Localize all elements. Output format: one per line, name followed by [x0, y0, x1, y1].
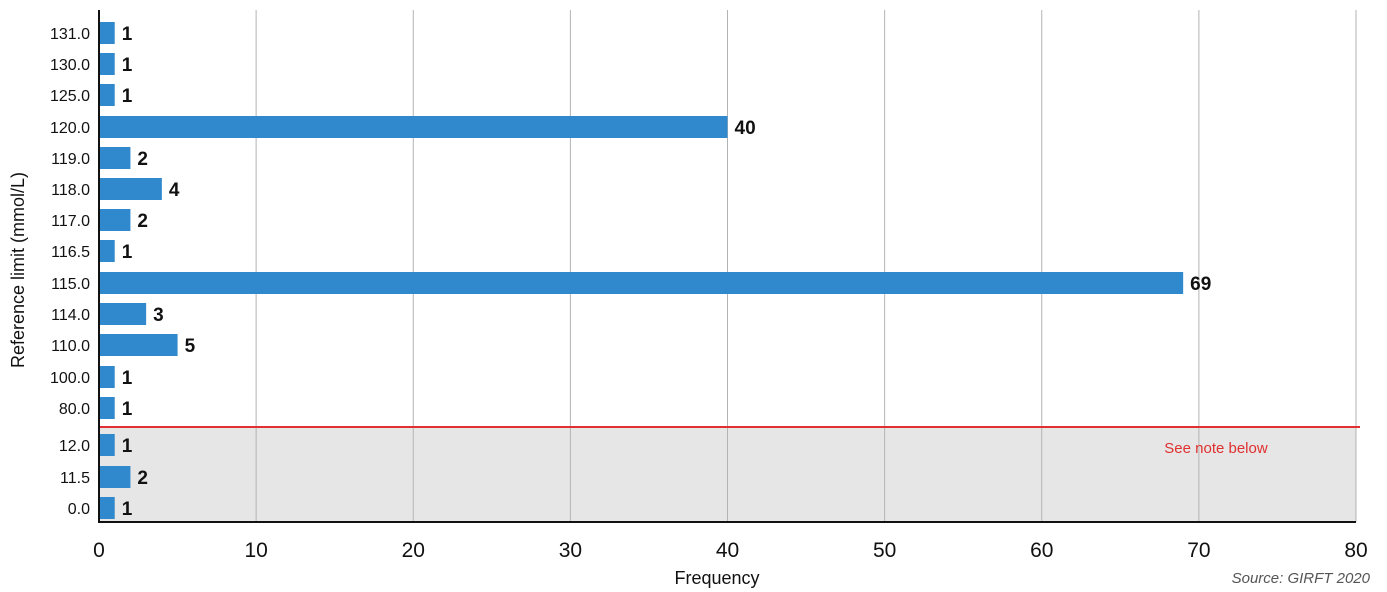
y-tick-label: 80.0: [59, 401, 90, 418]
bar: [99, 22, 115, 44]
data-label: 4: [169, 180, 180, 201]
y-tick-label: 117.0: [51, 213, 90, 230]
source-credit: Source: GIRFT 2020: [1232, 570, 1371, 587]
x-tick-labels: 0 10 20 30 40 50 60 70 80: [93, 539, 1368, 562]
y-tick-label: 116.5: [51, 244, 90, 261]
y-tick-label: 130.0: [50, 57, 90, 74]
bar: [99, 240, 115, 262]
bar: [99, 497, 115, 519]
x-tick-label: 0: [93, 539, 105, 562]
data-label: 1: [122, 24, 133, 45]
data-label: 1: [122, 436, 133, 457]
data-label: 40: [735, 118, 756, 139]
data-label: 1: [122, 499, 133, 520]
y-tick-label: 120.0: [50, 120, 90, 137]
data-label: 5: [185, 336, 196, 357]
data-label: 1: [122, 242, 133, 263]
bars: [99, 22, 1184, 519]
bar: [99, 466, 131, 488]
annotation-note: See note below: [1164, 440, 1268, 457]
x-tick-label: 60: [1030, 539, 1053, 562]
x-tick-label: 80: [1344, 539, 1367, 562]
x-tick-label: 20: [402, 539, 425, 562]
y-tick-label: 114.0: [51, 307, 90, 324]
data-label: 69: [1190, 274, 1211, 295]
y-axis-title: Reference limit (mmol/L): [8, 172, 28, 368]
bar: [99, 147, 131, 169]
bar: [99, 53, 115, 75]
y-tick-label: 0.0: [68, 501, 90, 518]
y-tick-label: 110.0: [51, 338, 90, 355]
y-tick-label: 119.0: [51, 151, 90, 168]
bar: [99, 397, 115, 419]
y-tick-label: 131.0: [50, 26, 90, 43]
bar: [99, 434, 115, 456]
bar: [99, 209, 131, 231]
data-label: 1: [122, 55, 133, 76]
bar: [99, 303, 147, 325]
y-tick-labels: 131.0 130.0 125.0 120.0 119.0 118.0 117.0 116.5…: [50, 26, 90, 518]
y-tick-label: 118.0: [51, 182, 90, 199]
data-label: 1: [122, 399, 133, 420]
data-label: 1: [122, 368, 133, 389]
x-tick-label: 70: [1187, 539, 1210, 562]
data-label: 3: [153, 305, 164, 326]
data-label: 2: [137, 468, 148, 489]
y-tick-label: 115.0: [51, 276, 90, 293]
bar: [99, 116, 728, 138]
bar: [99, 334, 178, 356]
x-tick-label: 40: [716, 539, 739, 562]
data-label: 2: [137, 149, 148, 170]
bar: [99, 366, 115, 388]
bar: [99, 272, 1184, 294]
x-tick-label: 30: [559, 539, 582, 562]
grid-lines: [255, 10, 1357, 522]
x-axis-title: Frequency: [674, 568, 759, 588]
x-tick-label: 50: [873, 539, 896, 562]
y-tick-label: 11.5: [60, 470, 90, 487]
bar: [99, 84, 115, 106]
data-label: 1: [122, 86, 133, 107]
data-label: 2: [137, 211, 148, 232]
x-tick-label: 10: [244, 539, 267, 562]
y-tick-label: 12.0: [59, 438, 90, 455]
y-tick-label: 125.0: [50, 88, 90, 105]
y-tick-label: 100.0: [50, 370, 90, 387]
bar: [99, 178, 162, 200]
